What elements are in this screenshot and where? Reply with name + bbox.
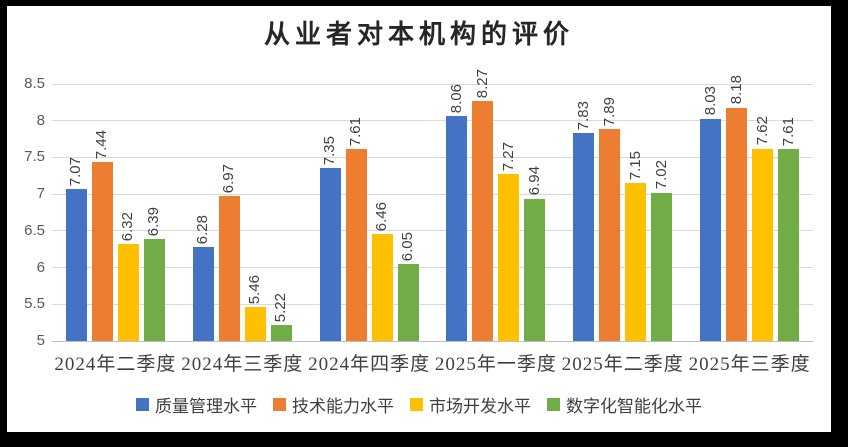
x-axis-category-label: 2025年二季度 <box>561 354 684 375</box>
legend-item: 数字化智能化水平 <box>547 392 702 417</box>
y-axis-tick-label: 7.5 <box>24 148 45 166</box>
bar-value-label: 7.62 <box>753 116 771 146</box>
bar-value-label: 8.18 <box>727 75 745 105</box>
plot-area: 5 5.5 6 6.5 7 7.5 8 8.5 7.07 7.44 6.32 6.39 6.28 6.97… <box>24 69 813 349</box>
bar-技术能力水平-2024年四季度 <box>345 149 367 341</box>
x-axis-category-label: 2024年二季度 <box>54 354 177 375</box>
bar-value-label: 7.07 <box>67 156 85 187</box>
bar-value-label: 6.28 <box>194 214 212 245</box>
y-axis-tick-label: 7 <box>36 185 45 203</box>
legend-swatch <box>547 398 560 411</box>
bar-value-label: 8.03 <box>701 86 719 116</box>
legend-label: 质量管理水平 <box>155 397 257 416</box>
bar-市场开发水平-2025年一季度 <box>498 174 520 341</box>
chart-title: 从业者对本机构的评价 <box>263 20 574 49</box>
bar-value-label: 7.35 <box>321 136 339 166</box>
bar-value-label: 6.97 <box>220 164 238 194</box>
y-axis-tick-label: 8.5 <box>24 75 45 92</box>
bar-技术能力水平-2025年一季度 <box>472 100 494 341</box>
x-axis-category-label: 2025年一季度 <box>434 354 557 375</box>
bar-value-label: 8.06 <box>447 84 465 114</box>
bar-质量管理水平-2024年三季度 <box>192 247 214 341</box>
bar-value-label: 7.02 <box>652 160 670 190</box>
x-axis-line <box>52 341 813 342</box>
gridline <box>52 303 813 305</box>
legend-swatch <box>273 398 286 411</box>
bar-市场开发水平-2024年二季度 <box>117 244 139 341</box>
legend-label: 数字化智能化水平 <box>566 397 702 416</box>
legend: 质量管理水平 技术能力水平 市场开发水平 数字化智能化水平 <box>7 392 831 417</box>
legend-item: 质量管理水平 <box>136 392 257 417</box>
x-axis-category-label: 2024年四季度 <box>308 354 431 375</box>
bar-数字化智能化水平-2025年一季度 <box>524 198 546 341</box>
bar-质量管理水平-2024年四季度 <box>319 168 341 341</box>
y-axis-tick-label: 5.5 <box>24 295 45 313</box>
x-axis-category-label: 2025年三季度 <box>688 354 811 375</box>
chart-canvas: 从业者对本机构的评价 5 5.5 6 6.5 7 7.5 8 8.5 7.07 7.44 6.32 6… <box>7 6 831 432</box>
bar-市场开发水平-2025年三季度 <box>752 148 774 341</box>
bar-value-label: 7.89 <box>600 96 618 126</box>
gridline <box>52 120 813 122</box>
bar-质量管理水平-2025年一季度 <box>446 116 468 341</box>
bar-数字化智能化水平-2024年二季度 <box>143 238 165 341</box>
gridline <box>52 267 813 269</box>
bar-value-label: 6.94 <box>525 166 543 196</box>
bar-value-label: 8.27 <box>473 68 491 98</box>
gridline <box>52 83 813 85</box>
legend-swatch <box>136 398 149 411</box>
bar-value-label: 5.46 <box>246 275 264 305</box>
bar-数字化智能化水平-2025年二季度 <box>651 192 673 341</box>
bar-value-label: 7.61 <box>347 117 365 147</box>
legend-item: 市场开发水平 <box>410 392 531 417</box>
bar-数字化智能化水平-2024年三季度 <box>270 324 292 341</box>
legend-swatch <box>410 398 423 411</box>
bar-value-label: 7.61 <box>779 117 797 147</box>
bar-value-label: 6.32 <box>119 211 137 242</box>
bar-质量管理水平-2025年二季度 <box>573 133 595 341</box>
bar-value-label: 7.44 <box>93 129 111 159</box>
gridline <box>52 156 813 158</box>
bar-value-label: 5.22 <box>272 292 290 322</box>
bar-value-label: 7.27 <box>499 142 517 172</box>
bar-数字化智能化水平-2024年四季度 <box>397 263 419 341</box>
bar-value-label: 6.05 <box>399 231 417 261</box>
legend-label: 市场开发水平 <box>429 397 531 416</box>
legend-label: 技术能力水平 <box>292 397 394 416</box>
bar-技术能力水平-2024年二季度 <box>91 161 113 341</box>
bar-市场开发水平-2024年三季度 <box>244 307 266 341</box>
gridline <box>52 193 813 195</box>
bar-技术能力水平-2025年二季度 <box>599 128 621 341</box>
legend-item: 技术能力水平 <box>273 392 394 417</box>
bar-value-label: 7.83 <box>574 101 592 131</box>
bar-市场开发水平-2025年二季度 <box>625 183 647 341</box>
bar-value-label: 6.46 <box>373 201 391 231</box>
bar-数字化智能化水平-2025年三季度 <box>778 149 800 341</box>
bar-技术能力水平-2025年三季度 <box>726 107 748 341</box>
y-axis-tick-label: 5 <box>36 332 45 349</box>
bar-value-label: 7.15 <box>626 150 644 181</box>
gridline <box>52 230 813 232</box>
x-axis-category-label: 2024年三季度 <box>181 354 304 375</box>
bar-质量管理水平-2024年二季度 <box>65 189 87 341</box>
bar-value-label: 6.39 <box>145 206 163 236</box>
bar-技术能力水平-2024年三季度 <box>218 196 240 341</box>
y-axis-tick-label: 8 <box>36 111 45 129</box>
y-axis-tick-label: 6.5 <box>24 221 45 239</box>
bar-质量管理水平-2025年三季度 <box>700 118 722 341</box>
bar-市场开发水平-2024年四季度 <box>371 233 393 341</box>
y-axis-tick-label: 6 <box>36 258 45 276</box>
